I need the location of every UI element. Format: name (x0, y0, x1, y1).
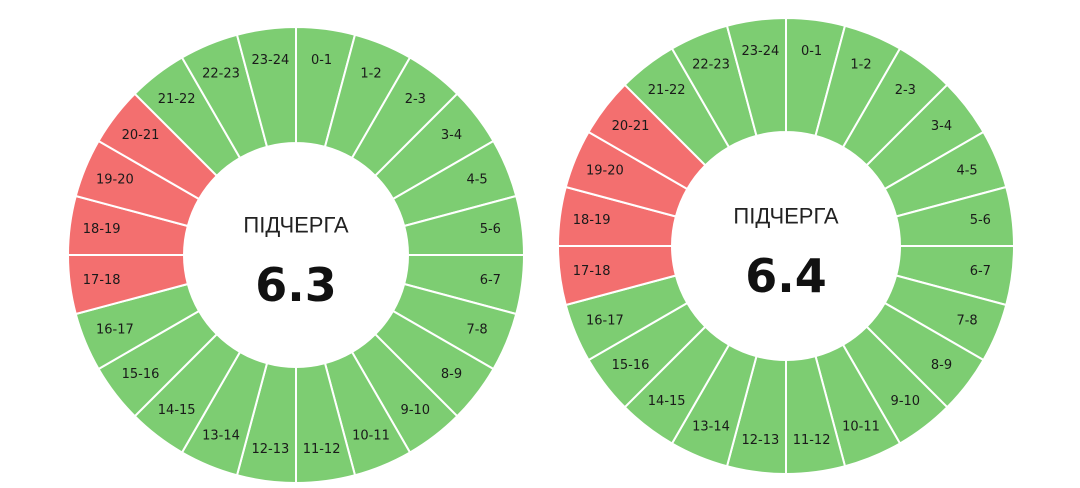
segment-label: 19-20 (586, 163, 624, 178)
donut-chart-subqueue-1: 0-1 1-2 2-3 3-4 4-5 5-6 6-7 7-8 8-9 9-10 10-11 11-1… (66, 25, 526, 485)
segment-label: 0-1 (311, 53, 332, 68)
segment-label: 5-6 (970, 213, 991, 228)
segment-label: 1-2 (360, 66, 381, 81)
segment-label: 16-17 (96, 323, 134, 338)
segment-label: 0-1 (801, 44, 822, 59)
segment-label: 21-22 (158, 92, 196, 107)
segment-label: 20-21 (122, 128, 160, 143)
segment-label: 9-10 (401, 403, 431, 418)
center-title: ПІДЧЕРГА (243, 213, 349, 238)
segment-label: 20-21 (612, 119, 650, 134)
segment-label: 23-24 (252, 53, 290, 68)
segment-label: 11-12 (793, 433, 831, 448)
donut-chart-subqueue-2: 0-1 1-2 2-3 3-4 4-5 5-6 6-7 7-8 8-9 9-10 10-11 11-1… (556, 16, 1016, 476)
segment-label: 8-9 (931, 358, 952, 373)
segment-label: 15-16 (612, 358, 650, 373)
segment-label: 1-2 (850, 57, 871, 72)
segment-label: 19-20 (96, 172, 134, 187)
segment-label: 13-14 (202, 429, 240, 444)
segment-label: 22-23 (692, 57, 730, 72)
segment-label: 4-5 (956, 163, 977, 178)
segment-label: 18-19 (573, 213, 611, 228)
segment-label: 9-10 (891, 394, 921, 409)
segment-label: 7-8 (956, 314, 977, 329)
segment-label: 15-16 (122, 367, 160, 382)
segment-label: 2-3 (895, 83, 916, 98)
segment-label: 12-13 (252, 442, 290, 457)
segment-label: 23-24 (742, 44, 780, 59)
center-value: 6.4 (745, 249, 827, 303)
segment-label: 10-11 (352, 429, 390, 444)
segment-label: 18-19 (83, 222, 121, 237)
segment-label: 14-15 (648, 394, 686, 409)
segment-label: 17-18 (573, 264, 611, 279)
segment-label: 11-12 (303, 442, 341, 457)
segment-label: 3-4 (931, 119, 952, 134)
segment-label: 2-3 (405, 92, 426, 107)
segment-label: 17-18 (83, 273, 121, 288)
center-title: ПІДЧЕРГА (733, 204, 839, 229)
segment-label: 16-17 (586, 314, 624, 329)
segment-label: 3-4 (441, 128, 462, 143)
segment-label: 6-7 (480, 273, 501, 288)
segment-label: 13-14 (692, 420, 730, 435)
segment-label: 22-23 (202, 66, 240, 81)
segment-hour-23-24 (235, 25, 297, 149)
segment-label: 8-9 (441, 367, 462, 382)
segment-label: 6-7 (970, 264, 991, 279)
segment-hour-23-24 (725, 16, 787, 138)
segment-label: 7-8 (466, 323, 487, 338)
center-value: 6.3 (255, 258, 337, 312)
segment-label: 14-15 (158, 403, 196, 418)
segment-label: 10-11 (842, 420, 880, 435)
segment-label: 5-6 (480, 222, 501, 237)
segment-label: 4-5 (466, 172, 487, 187)
segment-label: 21-22 (648, 83, 686, 98)
segment-label: 12-13 (742, 433, 780, 448)
